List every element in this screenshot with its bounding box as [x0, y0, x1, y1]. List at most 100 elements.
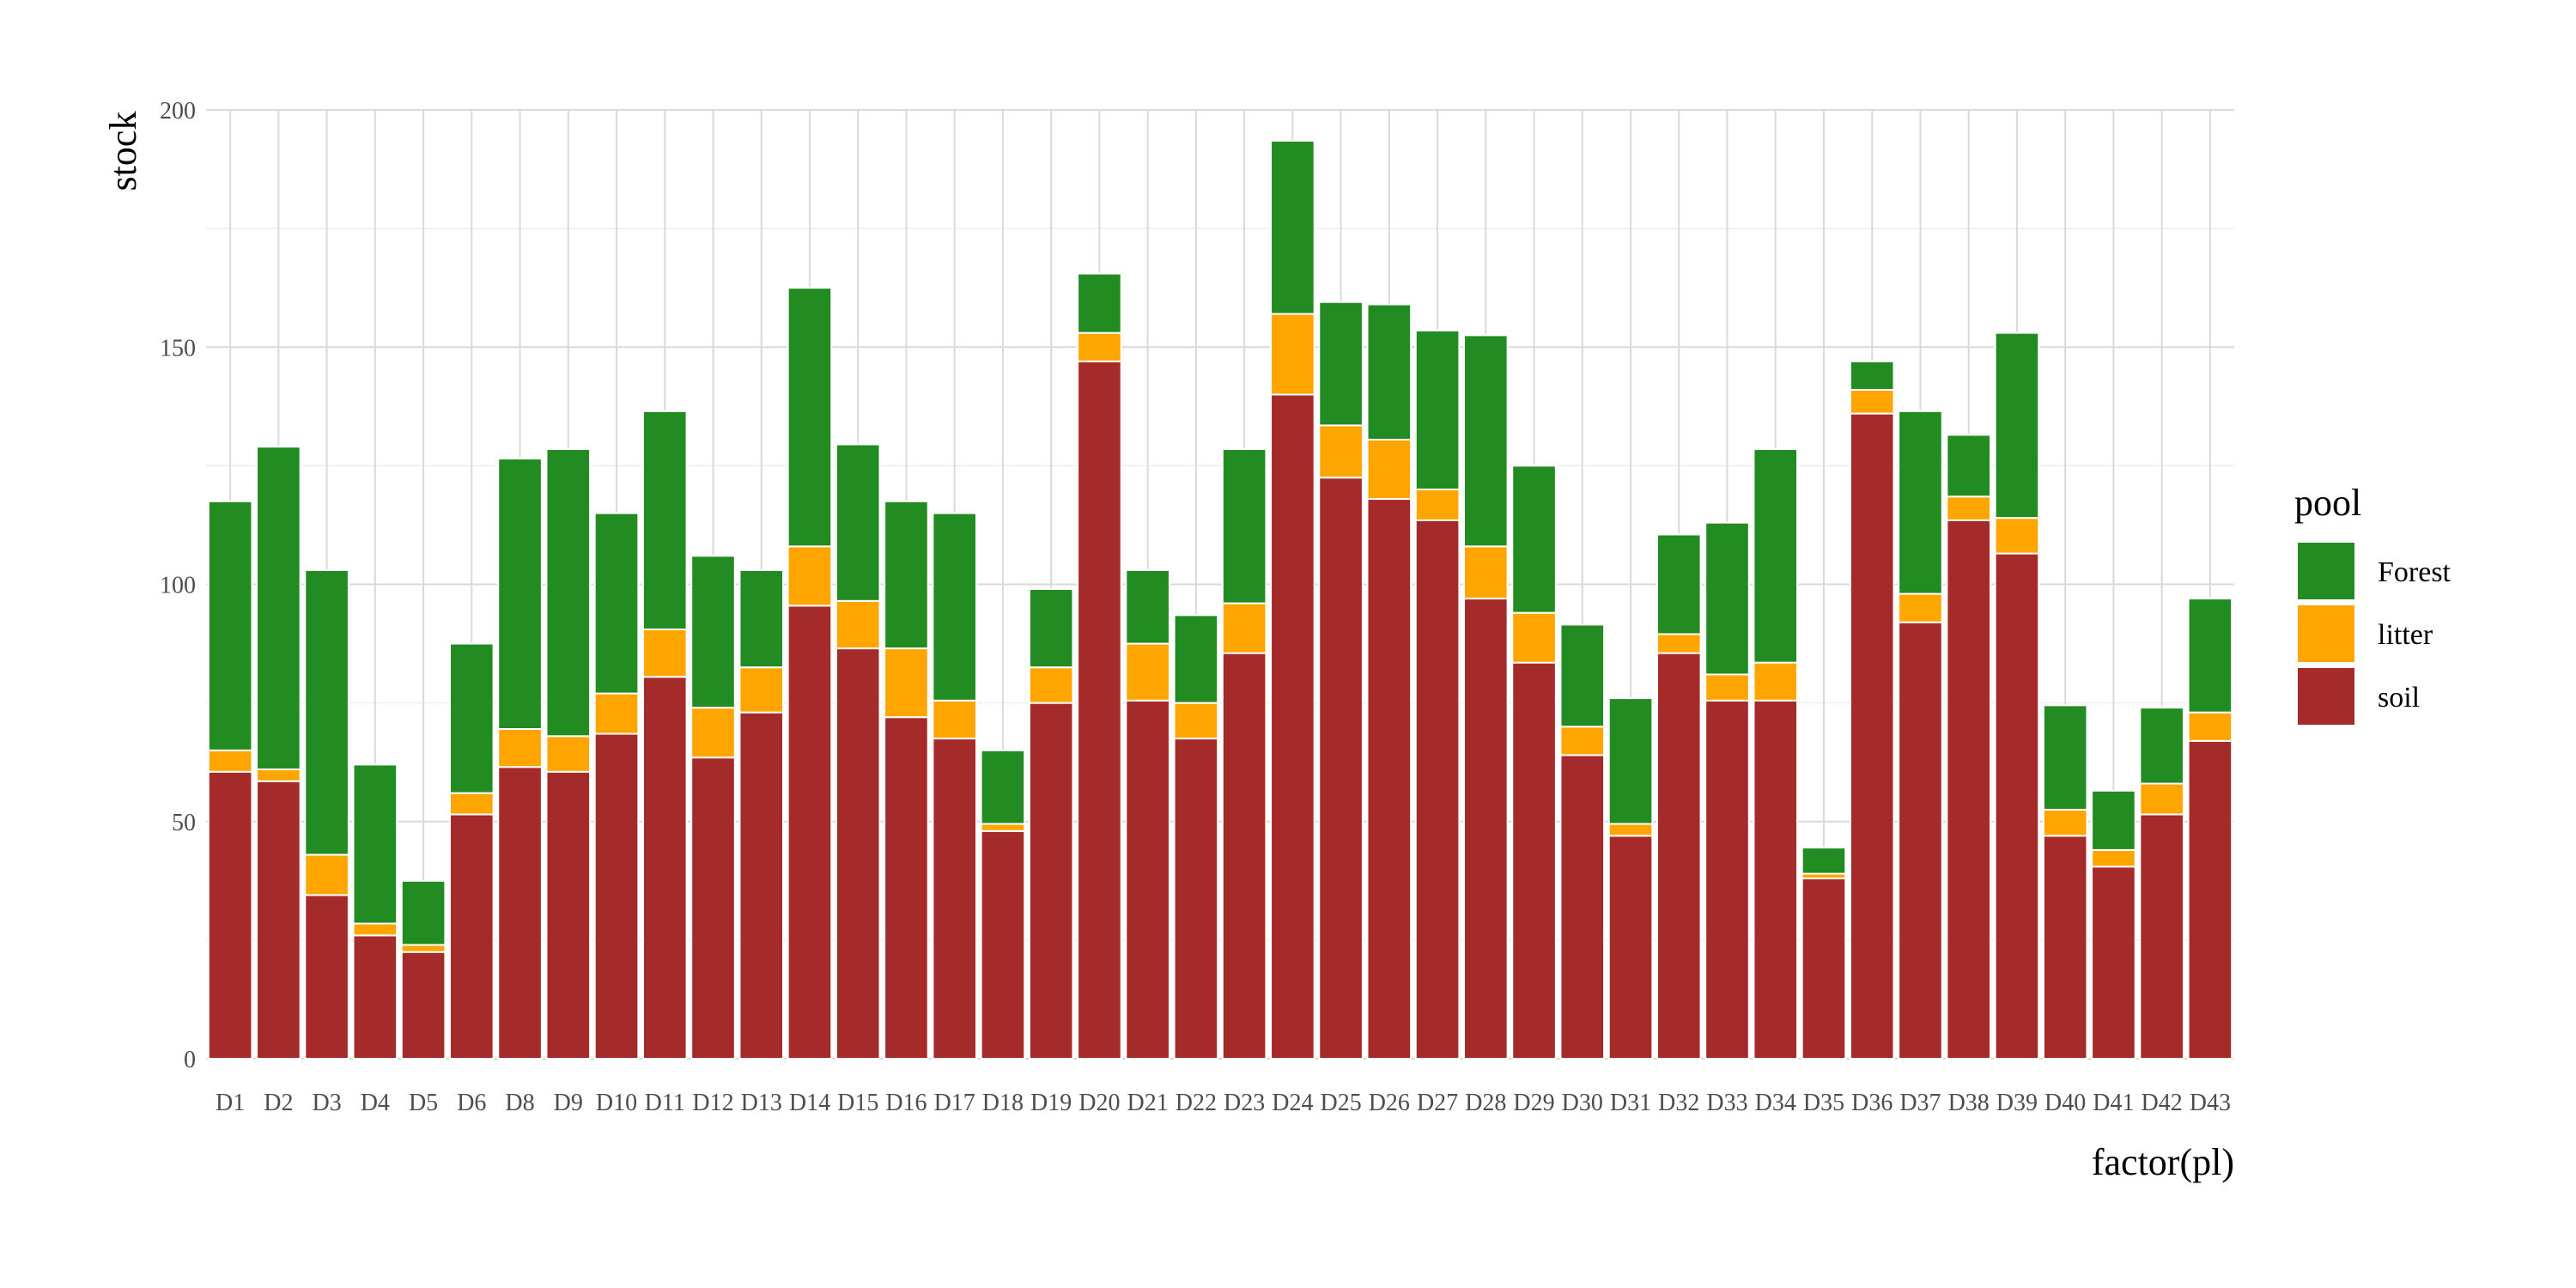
bar-soil-d25: [1318, 477, 1364, 1060]
bar-forest-d22: [1173, 614, 1219, 704]
x-tick-label: D13: [741, 1090, 782, 1116]
bar-forest-d33: [1704, 521, 1750, 676]
x-tick-label: D37: [1899, 1090, 1941, 1116]
bar-forest-d31: [1607, 697, 1654, 825]
y-tick-label: 150: [160, 335, 196, 361]
bar-litter-d10: [593, 692, 640, 735]
x-tick-label: D15: [837, 1090, 878, 1116]
bar-litter-d11: [641, 628, 688, 678]
legend-title: pool: [2294, 482, 2361, 524]
bar-litter-d8: [497, 728, 543, 769]
x-tick-label: D4: [361, 1090, 390, 1116]
bar-soil-d4: [352, 934, 398, 1060]
bar-forest-d41: [2091, 789, 2136, 851]
bar-soil-d38: [1946, 519, 1991, 1060]
bar-soil-d5: [400, 951, 447, 1060]
bar-forest-d24: [1270, 139, 1315, 315]
bar-soil-d2: [256, 780, 301, 1060]
bar-litter-d27: [1414, 489, 1461, 521]
bar-litter-d36: [1849, 388, 1895, 415]
bar-forest-d37: [1898, 410, 1943, 595]
x-tick-label: D10: [596, 1090, 637, 1116]
x-tick-label: D6: [457, 1090, 486, 1116]
bar-soil-d33: [1704, 699, 1750, 1060]
bar-soil-d31: [1607, 835, 1654, 1060]
bar-litter-d4: [352, 922, 398, 937]
legend-key-soil: [2296, 666, 2356, 726]
bar-forest-d42: [2139, 707, 2184, 785]
x-tick-label: D25: [1320, 1090, 1361, 1116]
bar-forest-d25: [1318, 301, 1364, 427]
bar-soil-d37: [1898, 621, 1943, 1060]
bar-forest-d36: [1849, 360, 1895, 391]
bar-forest-d38: [1946, 434, 1991, 498]
x-tick-label: D42: [2142, 1090, 2183, 1116]
bar-soil-d30: [1559, 754, 1606, 1060]
bar-soil-d24: [1270, 393, 1315, 1060]
bar-litter-d18: [980, 823, 1026, 832]
bar-forest-d20: [1077, 272, 1122, 334]
x-tick-label: D32: [1658, 1090, 1699, 1116]
bar-forest-d17: [932, 512, 977, 702]
bar-litter-d6: [449, 792, 495, 816]
bar-litter-d12: [690, 707, 736, 759]
bar-soil-d12: [690, 756, 736, 1060]
x-tick-label: D28: [1465, 1090, 1506, 1116]
x-tick-label: D23: [1224, 1090, 1265, 1116]
bar-litter-d38: [1946, 495, 1991, 521]
bar-forest-d4: [352, 763, 398, 925]
bar-soil-d18: [980, 829, 1026, 1060]
x-tick-label: D27: [1417, 1090, 1458, 1116]
x-tick-label: D24: [1272, 1090, 1313, 1116]
bar-litter-d42: [2139, 782, 2184, 816]
x-tick-label: D8: [505, 1090, 534, 1116]
bar-forest-d28: [1463, 334, 1509, 548]
x-tick-label: D41: [2093, 1090, 2134, 1116]
bar-forest-d15: [835, 443, 881, 602]
bar-forest-d39: [1994, 331, 2040, 519]
bar-soil-d34: [1753, 699, 1799, 1060]
bar-soil-d13: [738, 711, 785, 1060]
x-axis-ticks: D1 D2 D3 D4 D5 D6 D8 D9 D10 D11 D12 D13 D14 D15 D16 D17…: [216, 1090, 2231, 1116]
bar-forest-d1: [207, 500, 253, 751]
x-tick-label: D20: [1078, 1090, 1120, 1116]
bar-forest-d16: [884, 500, 929, 650]
bar-forest-d11: [641, 410, 688, 630]
bar-litter-d3: [304, 854, 349, 896]
x-tick-label: D29: [1513, 1090, 1554, 1116]
bar-soil-d22: [1173, 738, 1219, 1060]
x-tick-label: D40: [2044, 1090, 2086, 1116]
bar-soil-d32: [1656, 652, 1702, 1060]
bar-litter-d31: [1607, 823, 1654, 837]
bar-forest-d19: [1028, 588, 1074, 669]
bar-soil-d36: [1849, 412, 1895, 1060]
bar-forest-d23: [1221, 448, 1267, 605]
bar-litter-d34: [1753, 661, 1799, 702]
bar-soil-d11: [641, 676, 688, 1060]
bar-forest-d30: [1559, 623, 1606, 728]
x-tick-label: D43: [2190, 1090, 2231, 1116]
bars: [207, 139, 2233, 1060]
y-tick-label: 200: [160, 98, 196, 125]
bar-forest-d10: [593, 512, 640, 695]
x-tick-label: D21: [1127, 1090, 1169, 1116]
bar-litter-d19: [1028, 666, 1074, 704]
y-tick-label: 100: [160, 573, 196, 599]
bar-litter-d5: [400, 944, 447, 953]
bar-litter-d16: [884, 647, 929, 719]
bar-litter-d23: [1221, 602, 1267, 654]
bar-soil-d23: [1221, 652, 1267, 1060]
bar-soil-d10: [593, 732, 640, 1060]
x-tick-label: D26: [1369, 1090, 1410, 1116]
bar-litter-d25: [1318, 424, 1364, 479]
bar-soil-d28: [1463, 598, 1509, 1060]
bar-forest-d5: [400, 879, 447, 946]
x-tick-label: D17: [934, 1090, 975, 1116]
bar-litter-d9: [545, 735, 592, 773]
legend-label-litter: litter: [2378, 619, 2433, 651]
bar-forest-d3: [304, 568, 349, 856]
bar-litter-d2: [256, 768, 301, 782]
x-axis-title: factor(pl): [2092, 1141, 2234, 1183]
bar-forest-d26: [1366, 303, 1413, 440]
bar-forest-d21: [1125, 568, 1170, 645]
